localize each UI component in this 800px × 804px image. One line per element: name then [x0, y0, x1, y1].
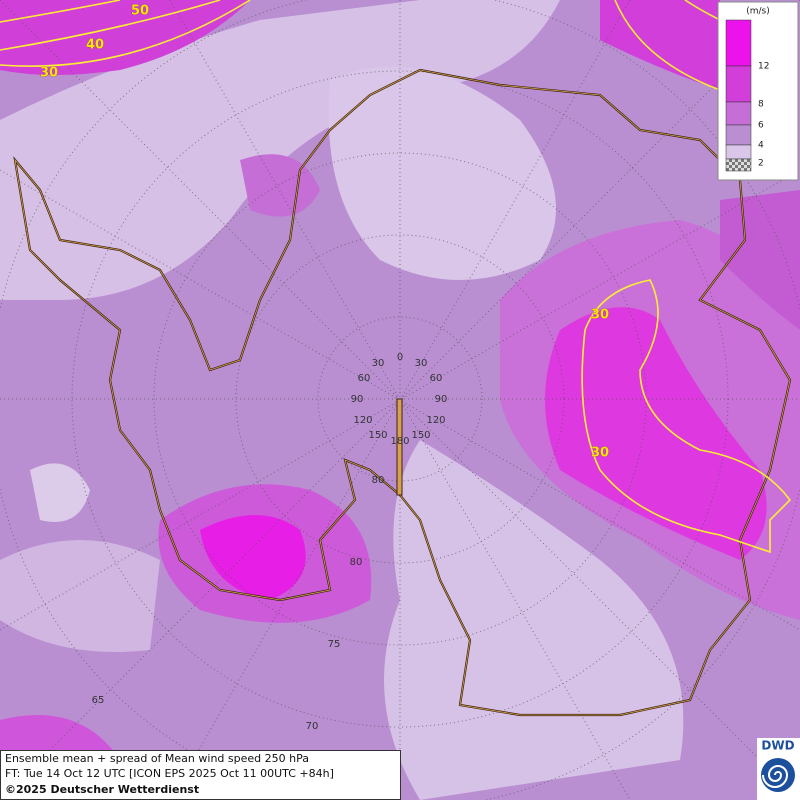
longitude-label: 120: [426, 415, 445, 426]
longitude-label: 150: [411, 430, 430, 441]
isotachs: [0, 0, 792, 554]
legend: (m/s) 12 8 6 4 2: [717, 1, 799, 181]
legend-level: 8: [758, 100, 764, 110]
footer-title: Ensemble mean + spread of Mean wind spee…: [5, 752, 309, 765]
longitude-label: 60: [430, 373, 443, 384]
legend-unit: (m/s): [746, 7, 770, 17]
legend-level: 2: [758, 159, 764, 169]
legend-level: 12: [758, 62, 769, 72]
longitude-label: 120: [353, 415, 372, 426]
latitude-label: 65: [92, 695, 105, 706]
legend-swatch: [725, 19, 752, 67]
dwd-logo: DWD: [757, 738, 800, 800]
latitude-label: 80: [350, 557, 363, 568]
grid-labels: 0 30 30 60 60 90 90 120 120 150 150 180 …: [92, 352, 448, 732]
latitude-label: 70: [306, 721, 319, 732]
legend-swatch: [725, 124, 752, 146]
legend-swatch: [725, 65, 752, 103]
footer-copyright: ©2025 Deutscher Wetterdienst: [5, 783, 199, 796]
longitude-label: 180: [390, 436, 409, 447]
longitude-label: 150: [368, 430, 387, 441]
logo-swirl: [762, 765, 789, 788]
longitude-label: 90: [435, 394, 448, 405]
latitude-label: 80: [372, 475, 385, 486]
legend-swatch: [725, 101, 752, 126]
legend-swatch: [725, 158, 752, 172]
footer-box: [0, 750, 401, 800]
legend-level: 6: [758, 121, 764, 131]
footer: Ensemble mean + spread of Mean wind spee…: [0, 750, 401, 800]
contour-label: 30: [591, 446, 609, 461]
longitude-label: 90: [351, 394, 364, 405]
longitude-label: 30: [415, 358, 428, 369]
contour-label: 30: [591, 308, 609, 323]
contour-label: 30: [40, 66, 58, 81]
legend-swatch: [725, 144, 752, 160]
footer-forecast: FT: Tue 14 Oct 12 UTC [ICON EPS 2025 Oct…: [5, 767, 334, 780]
meridian-marker: [396, 398, 403, 496]
contour-label: 40: [86, 38, 104, 53]
longitude-label: 30: [372, 358, 385, 369]
legend-level: 4: [758, 141, 764, 151]
coastline-inner: [14, 69, 791, 716]
logo-text: DWD: [761, 739, 794, 753]
contour-labels: 50 40 30 30 30: [40, 3, 610, 461]
longitude-label: 0: [397, 352, 403, 363]
latitude-label: 75: [328, 639, 341, 650]
longitude-label: 60: [358, 373, 371, 384]
logo-emblem: [761, 758, 795, 792]
contour-label: 50: [131, 4, 149, 19]
